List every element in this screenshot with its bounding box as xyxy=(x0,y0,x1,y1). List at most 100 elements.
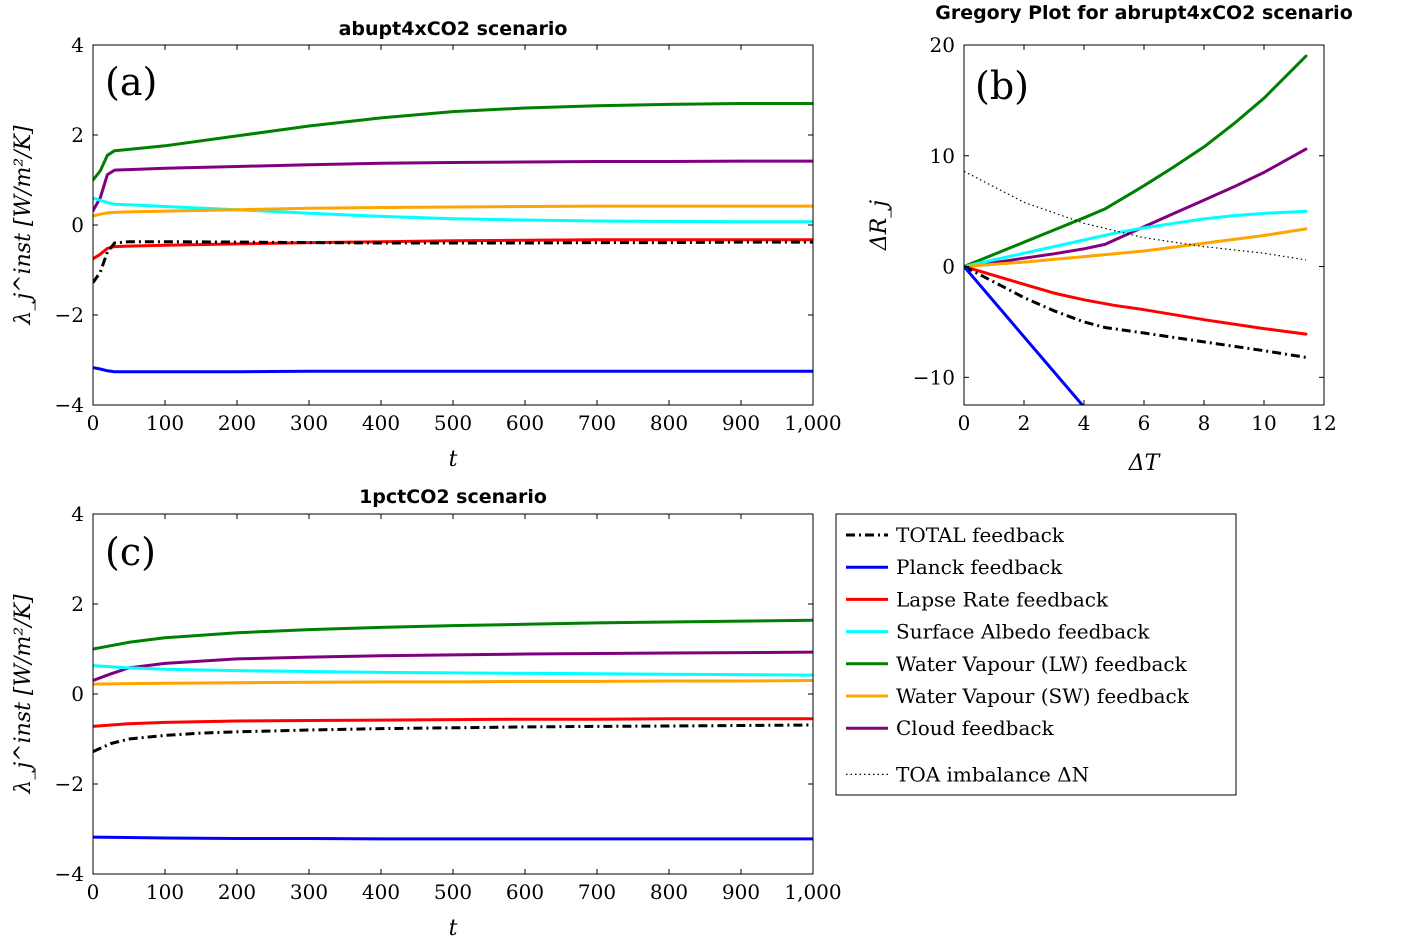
legend-label-total: TOTAL feedback xyxy=(896,523,1065,547)
xtick-label: 900 xyxy=(722,880,760,904)
series-b-albedo xyxy=(964,209,1308,268)
series-b-lapse_rate xyxy=(964,265,1308,336)
ytick-label: 2 xyxy=(71,123,84,147)
xtick-label: 300 xyxy=(290,880,328,904)
panel-a-series xyxy=(93,102,813,374)
series-b-wv_lw xyxy=(964,54,1308,268)
xtick-label: 1,000 xyxy=(784,880,841,904)
ytick-label: −2 xyxy=(55,303,84,327)
panel-b-series xyxy=(964,54,1308,405)
panel-c-frame xyxy=(92,513,814,875)
xtick-label: 200 xyxy=(218,880,256,904)
series-c-cloud xyxy=(93,650,813,682)
series-c-albedo xyxy=(93,664,813,677)
xtick-label: 6 xyxy=(1138,411,1151,435)
series-a-wv_lw xyxy=(93,102,813,182)
panel-b-ylabel: ΔR_j xyxy=(867,200,892,251)
panel-c-series xyxy=(93,618,813,841)
series-b-wv_sw xyxy=(964,227,1308,268)
series-c-planck xyxy=(93,835,813,841)
xtick-label: 8 xyxy=(1198,411,1211,435)
xtick-label: 0 xyxy=(958,411,971,435)
legend-label-planck: Planck feedback xyxy=(896,555,1063,579)
xtick-label: 600 xyxy=(506,880,544,904)
xtick-label: 800 xyxy=(650,411,688,435)
panel-a-frame xyxy=(92,44,814,406)
xtick-label: 1,000 xyxy=(784,411,841,435)
ytick-label: −2 xyxy=(55,772,84,796)
xtick-label: 300 xyxy=(290,411,328,435)
xtick-label: 600 xyxy=(506,411,544,435)
panel-c-tag: (c) xyxy=(105,530,156,574)
legend-label-toa: TOA imbalance ΔN xyxy=(896,762,1089,786)
ytick-label: −4 xyxy=(55,862,84,886)
xtick-label: 2 xyxy=(1018,411,1031,435)
ytick-label: 10 xyxy=(930,144,955,168)
panel-b-title: Gregory Plot for abrupt4xCO2 scenario xyxy=(935,2,1353,24)
panel-c-xlabel: t xyxy=(449,916,458,941)
panel-c-title: 1pctCO2 scenario xyxy=(359,486,547,508)
series-c-lapse_rate xyxy=(93,717,813,728)
xtick-label: 0 xyxy=(87,880,100,904)
panel-a-chart: abupt4xCO2 scenario (a) 0 100 200 300 400 500… xyxy=(11,18,842,472)
xtick-label: 400 xyxy=(362,411,400,435)
legend-box xyxy=(835,513,1237,796)
legend-label-wv_sw: Water Vapour (SW) feedback xyxy=(896,684,1190,708)
xtick-label: 500 xyxy=(434,880,472,904)
ytick-label: 0 xyxy=(942,255,955,279)
series-b-toa xyxy=(964,170,1307,261)
legend-label-albedo: Surface Albedo feedback xyxy=(896,620,1150,644)
legend: TOTAL feedback Planck feedback Lapse Rate … xyxy=(835,513,1237,796)
xtick-label: 800 xyxy=(650,880,688,904)
xtick-label: 700 xyxy=(578,411,616,435)
ytick-label: 4 xyxy=(71,502,84,526)
panel-c-chart: 1pctCO2 scenario (c) 0 100 200 300 400 500 600… xyxy=(11,486,842,941)
series-b-total xyxy=(964,265,1307,359)
ytick-label: −10 xyxy=(913,365,955,389)
legend-items: TOTAL feedback Planck feedback Lapse Rate … xyxy=(846,523,1190,786)
xtick-label: 100 xyxy=(146,880,184,904)
series-c-total xyxy=(93,723,813,753)
panel-a-tag: (a) xyxy=(105,60,157,104)
xtick-label: 4 xyxy=(1078,411,1091,435)
series-a-albedo xyxy=(93,196,813,224)
legend-label-wv_lw: Water Vapour (LW) feedback xyxy=(896,652,1188,676)
ytick-label: 20 xyxy=(930,33,955,57)
panel-c-ylabel: λ_j^inst [W/m²/K] xyxy=(11,594,36,795)
xtick-label: 12 xyxy=(1311,411,1336,435)
panel-b-frame xyxy=(963,44,1325,406)
panel-a-ylabel: λ_j^inst [W/m²/K] xyxy=(11,125,36,326)
series-b-planck xyxy=(964,265,1085,405)
series-c-wv_lw xyxy=(93,618,813,651)
series-a-cloud xyxy=(93,159,813,213)
ytick-label: 0 xyxy=(71,682,84,706)
ytick-label: 0 xyxy=(71,213,84,237)
series-a-wv_sw xyxy=(93,204,813,218)
xtick-label: 200 xyxy=(218,411,256,435)
series-a-total xyxy=(93,240,813,284)
xtick-label: 100 xyxy=(146,411,184,435)
panel-b-chart: Gregory Plot for abrupt4xCO2 scenario (b… xyxy=(867,2,1353,476)
xtick-label: 0 xyxy=(87,411,100,435)
series-b-cloud xyxy=(964,147,1308,268)
xtick-label: 900 xyxy=(722,411,760,435)
xtick-label: 700 xyxy=(578,880,616,904)
panel-a-xlabel: t xyxy=(449,447,458,472)
panel-a-ticks: 0 100 200 300 400 500 600 700 800 900 1,000 −4 −2 0 2 4 xyxy=(55,33,842,435)
panel-b-tag: (b) xyxy=(975,64,1029,108)
panel-a-title: abupt4xCO2 scenario xyxy=(339,18,568,40)
xtick-label: 10 xyxy=(1251,411,1276,435)
panel-c-ticks: 0 100 200 300 400 500 600 700 800 900 1,000 −4 −2 0 2 4 xyxy=(55,502,842,904)
ytick-label: −4 xyxy=(55,393,84,417)
legend-label-cloud: Cloud feedback xyxy=(896,716,1055,740)
ytick-label: 2 xyxy=(71,592,84,616)
legend-label-lapse_rate: Lapse Rate feedback xyxy=(896,587,1109,611)
ytick-label: 4 xyxy=(71,33,84,57)
panel-b-xlabel: ΔT xyxy=(1128,451,1162,476)
series-c-wv_sw xyxy=(93,679,813,686)
xtick-label: 400 xyxy=(362,880,400,904)
xtick-label: 500 xyxy=(434,411,472,435)
series-a-planck xyxy=(93,366,813,374)
